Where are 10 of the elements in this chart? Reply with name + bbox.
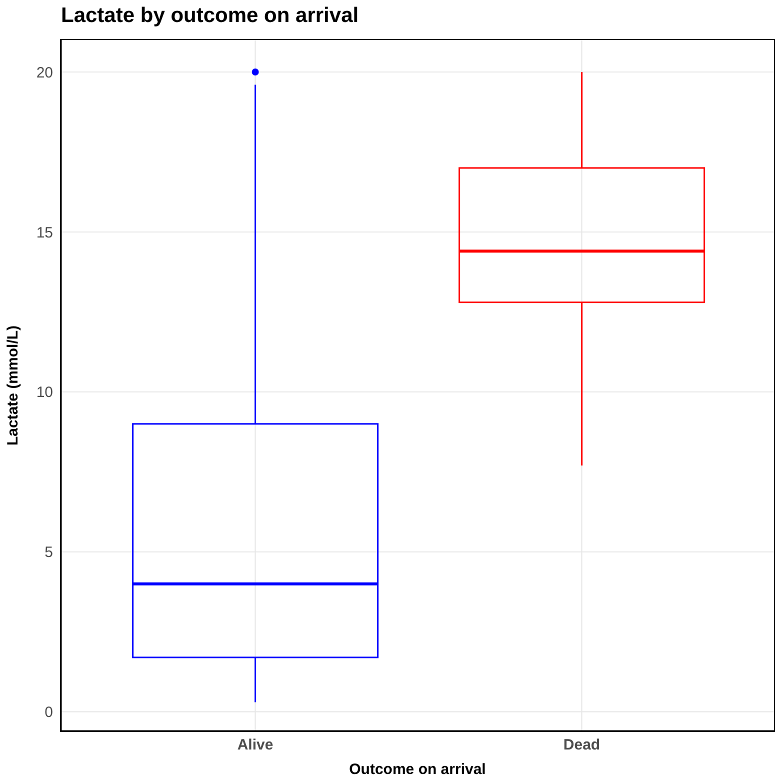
- y-tick-label: 0: [44, 704, 53, 722]
- y-tick-label: 20: [36, 64, 53, 82]
- y-tick-label: 10: [36, 384, 53, 402]
- y-tick-label: 5: [44, 544, 53, 562]
- x-tick-label: Dead: [563, 736, 600, 754]
- y-axis-title: Lactate (mmol/L): [4, 325, 22, 446]
- y-tick-label: 15: [36, 224, 53, 242]
- x-axis-title: Outcome on arrival: [349, 761, 486, 778]
- x-tick-label: Alive: [237, 736, 274, 754]
- chart-title: Lactate by outcome on arrival: [61, 4, 359, 28]
